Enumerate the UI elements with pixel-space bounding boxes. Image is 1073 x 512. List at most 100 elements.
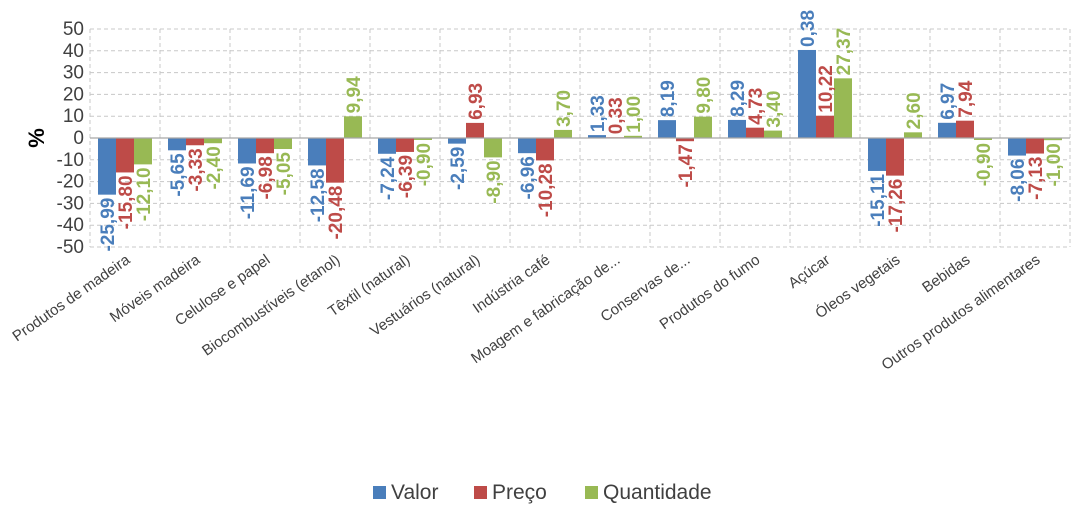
- y-tick-label: -50: [57, 237, 84, 258]
- y-tick-label: 0: [73, 128, 84, 149]
- bar-valor: [448, 138, 466, 144]
- data-label: 6,93: [466, 83, 487, 120]
- data-label: 0,38: [798, 10, 819, 47]
- bar-valor: [238, 138, 256, 164]
- bar-preço: [676, 138, 694, 142]
- bar-valor: [98, 138, 116, 195]
- bar-quantidade: [344, 116, 362, 138]
- bar-preço: [536, 138, 554, 161]
- bar-preço: [466, 122, 484, 138]
- data-label: -17,26: [886, 179, 907, 233]
- category-label: Produtos de madeira: [9, 251, 133, 345]
- data-label: 7,94: [956, 80, 977, 117]
- data-label: -15,11: [868, 174, 889, 227]
- bar-quantidade: [274, 138, 292, 150]
- data-label: -5,05: [274, 152, 295, 196]
- bar-preço: [746, 127, 764, 138]
- bar-quantidade: [484, 138, 502, 158]
- bar-quantidade: [554, 129, 572, 138]
- data-label: -1,00: [1044, 143, 1065, 186]
- data-label: 8,19: [658, 80, 679, 117]
- bar-valor: [728, 119, 746, 138]
- y-tick-label: 20: [63, 84, 84, 105]
- category-label: Açúcar: [785, 251, 833, 292]
- data-label: 1,00: [624, 96, 645, 133]
- data-label: -3,33: [186, 148, 207, 191]
- data-label: -2,40: [204, 146, 225, 189]
- legend: Valor Preço Quantidade: [373, 481, 712, 504]
- category-label: Bebidas: [919, 251, 973, 296]
- data-label: 3,70: [554, 90, 575, 127]
- data-label: 8,29: [728, 80, 749, 117]
- bar-preço: [886, 138, 904, 176]
- category-label: Biocombustíveis (etanol): [199, 251, 343, 359]
- data-label: -25,99: [98, 198, 119, 252]
- data-label: -10,28: [536, 163, 557, 217]
- data-label: 9,94: [344, 76, 365, 113]
- data-label: -12,58: [308, 168, 329, 222]
- y-tick-label: -30: [57, 193, 84, 214]
- legend-swatch-valor: [373, 486, 386, 499]
- legend-label: Valor: [391, 481, 438, 504]
- data-label: -1,47: [676, 144, 697, 187]
- y-tick-label: -20: [57, 172, 84, 193]
- bar-preço: [116, 138, 134, 173]
- bar-valor: [798, 49, 816, 138]
- data-label: -15,80: [116, 175, 137, 229]
- bar-quantidade: [834, 78, 852, 138]
- data-label: 2,60: [904, 92, 925, 129]
- bar-preço: [186, 138, 204, 146]
- data-label: 0,33: [606, 97, 627, 134]
- y-tick-label: -10: [57, 150, 84, 171]
- bars: [98, 49, 1062, 195]
- bar-preço: [816, 115, 834, 138]
- bar-quantidade: [904, 132, 922, 138]
- data-label: -0,90: [414, 143, 435, 186]
- bar-quantidade: [1044, 138, 1062, 141]
- data-label: -2,59: [448, 147, 469, 190]
- legend-swatch-preço: [474, 486, 487, 499]
- bar-preço: [256, 138, 274, 154]
- bar-valor: [868, 138, 886, 171]
- bar-quantidade: [694, 116, 712, 138]
- bar-valor: [658, 120, 676, 138]
- data-label: -8,06: [1008, 159, 1029, 202]
- data-label: -7,13: [1026, 157, 1047, 200]
- bar-valor: [1008, 138, 1026, 156]
- data-label: 27,37: [834, 28, 855, 76]
- bar-valor: [308, 138, 326, 166]
- y-tick-label: -40: [57, 215, 84, 236]
- bar-quantidade: [764, 130, 782, 138]
- data-label: -0,90: [974, 143, 995, 186]
- bar-valor: [588, 135, 606, 138]
- data-label: 10,22: [816, 65, 837, 113]
- legend-label: Quantidade: [603, 481, 712, 504]
- y-axis-label: %: [24, 128, 49, 148]
- data-labels: -25,99-15,80-12,10 -5,65-3,33-2,40 -11,69-…: [98, 10, 1065, 252]
- bar-preço: [956, 120, 974, 138]
- data-label: -6,98: [256, 156, 277, 199]
- bar-valor: [938, 122, 956, 138]
- bar-preço: [1026, 138, 1044, 154]
- data-label: -5,65: [168, 153, 189, 197]
- data-label: 9,80: [694, 77, 715, 114]
- bar-quantidade: [134, 138, 152, 165]
- bar-valor: [518, 138, 536, 154]
- bar-quantidade: [974, 138, 992, 140]
- data-label: 6,97: [938, 83, 959, 120]
- data-label: 1,33: [588, 95, 609, 132]
- data-label: -12,10: [134, 167, 155, 221]
- data-label: -8,90: [484, 160, 505, 203]
- legend-swatch-quantidade: [585, 486, 598, 499]
- y-tick-label: 10: [63, 106, 84, 127]
- y-tick-label: 50: [63, 19, 84, 40]
- bar-preço: [326, 138, 344, 183]
- bar-valor: [378, 138, 396, 154]
- bar-quantidade: [624, 135, 642, 138]
- data-label: -11,69: [238, 166, 259, 219]
- data-label: -6,39: [396, 155, 417, 198]
- y-tick-label: 30: [63, 63, 84, 84]
